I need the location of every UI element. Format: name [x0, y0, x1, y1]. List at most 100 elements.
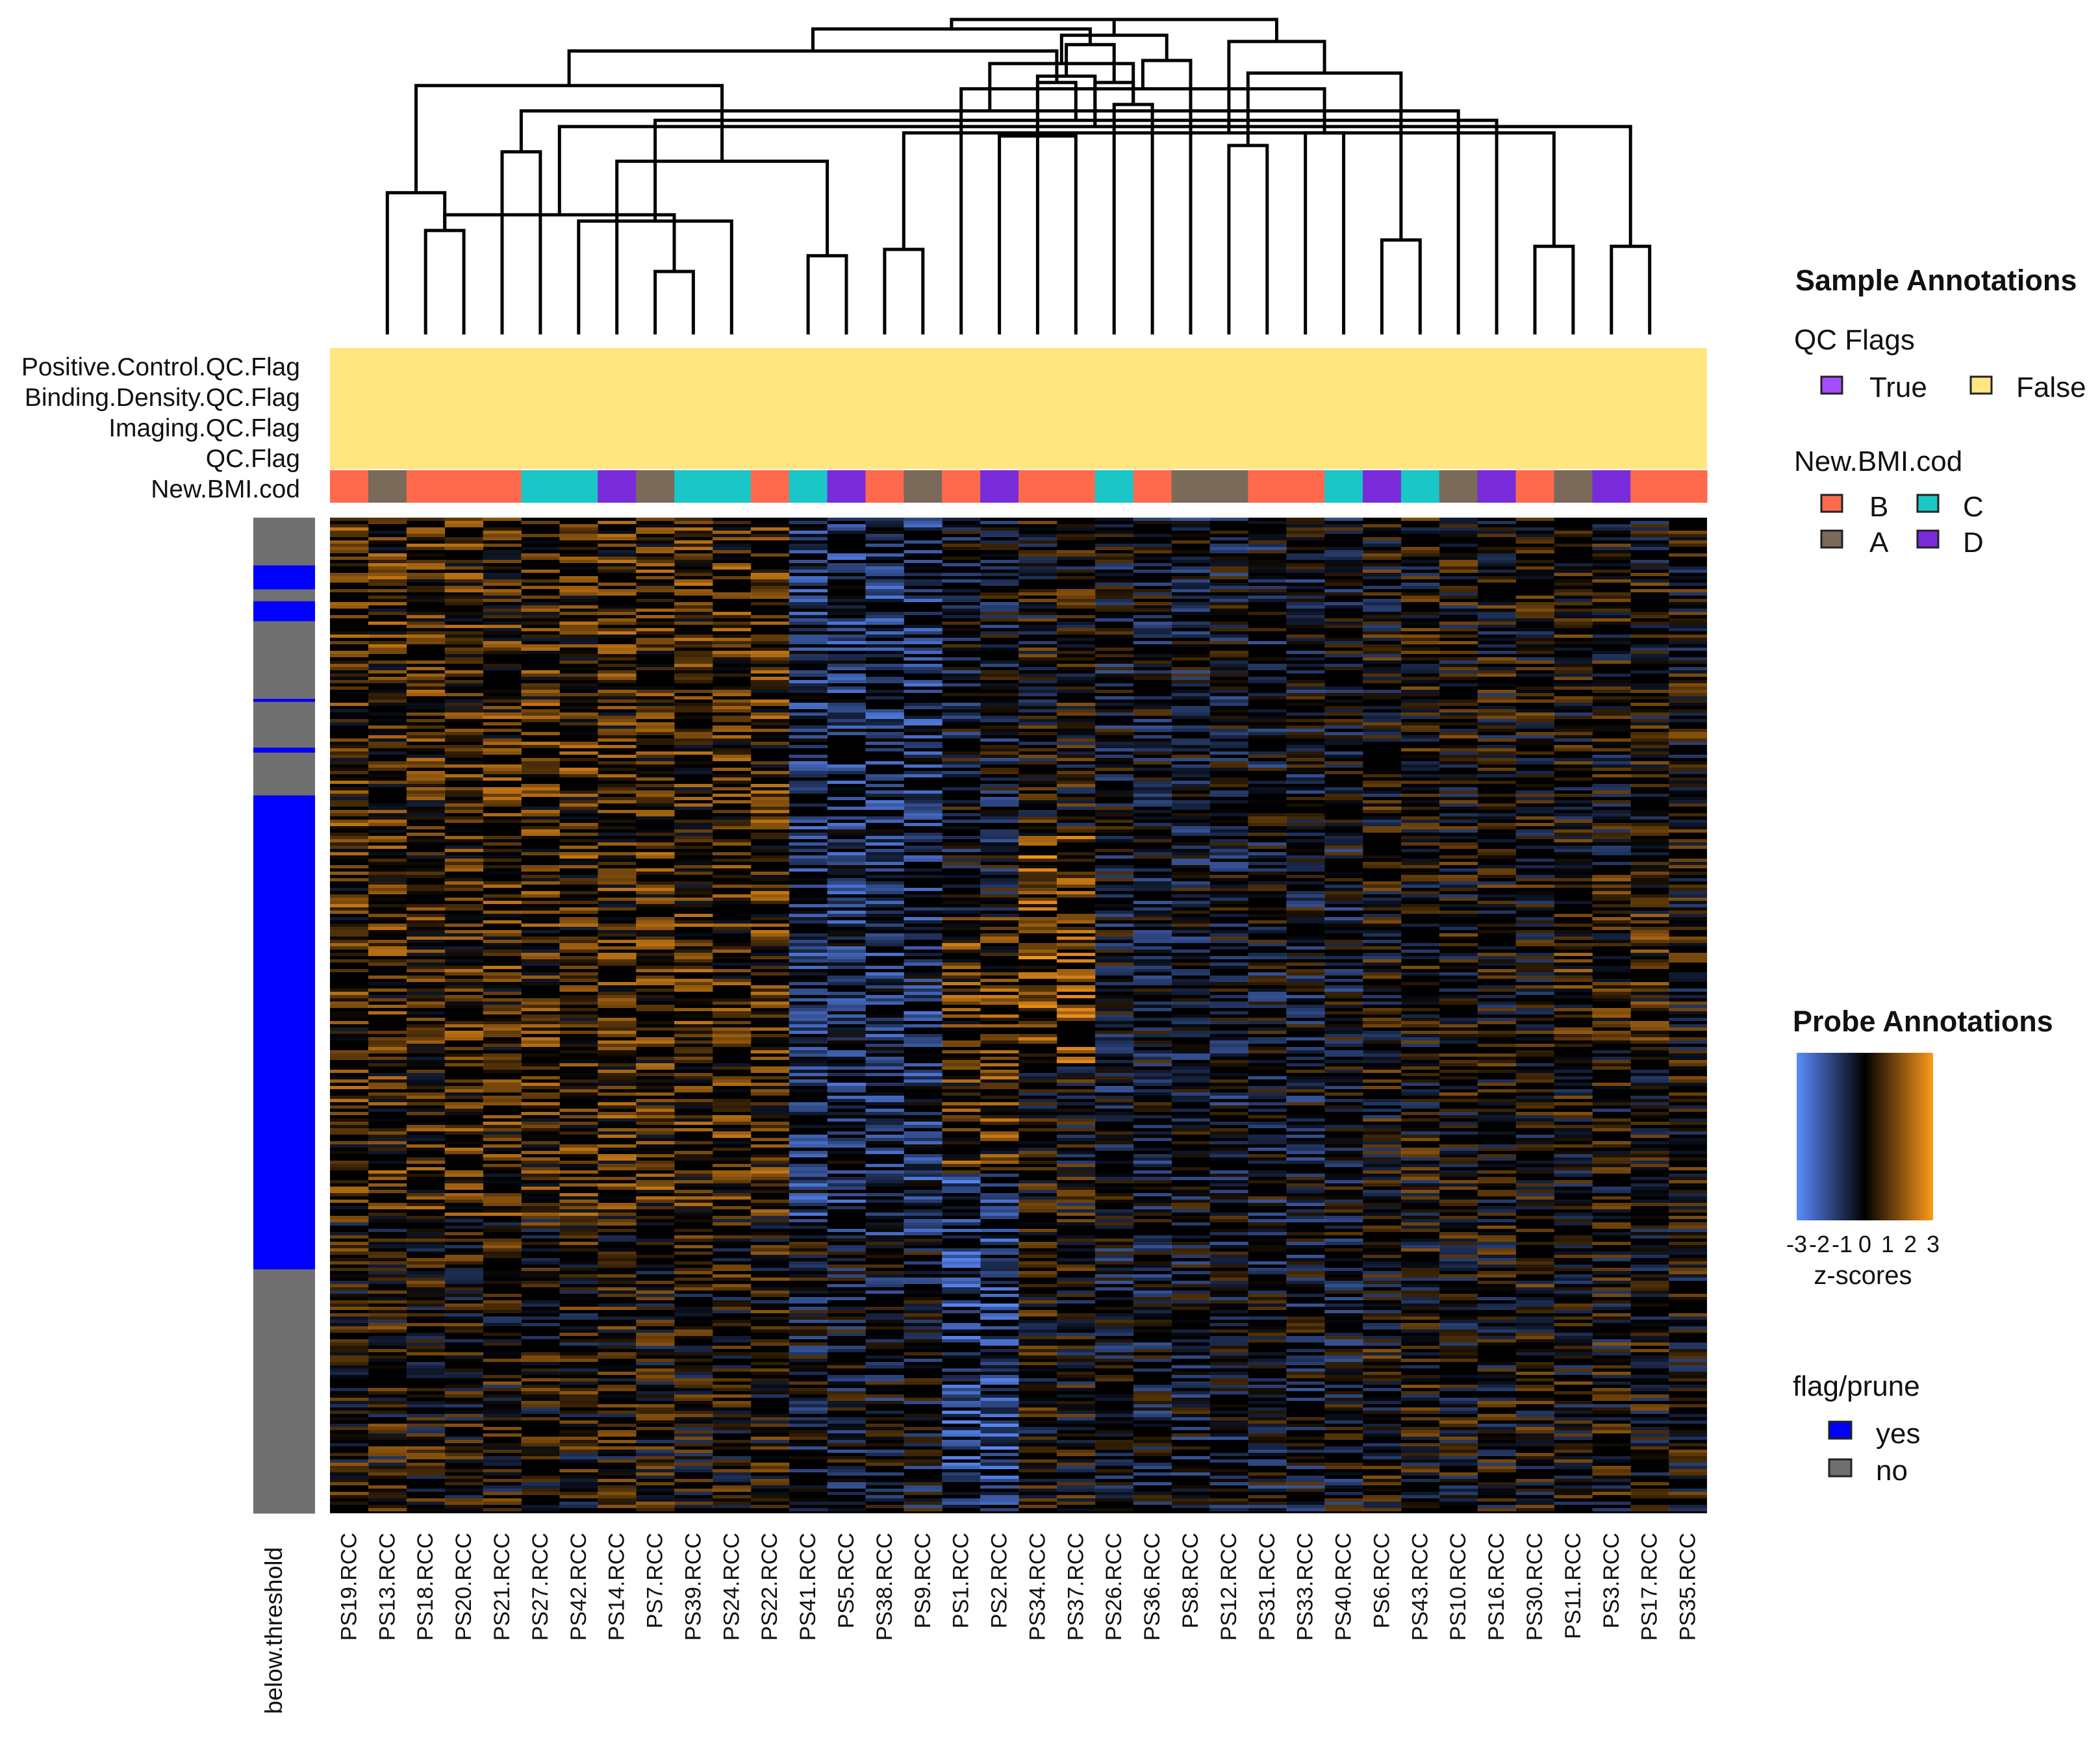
heatmap-cell [368, 1307, 407, 1310]
heatmap-cell [712, 969, 752, 972]
heatmap-cell [750, 1001, 790, 1005]
heatmap-cell [904, 1307, 942, 1310]
heatmap-cell [1133, 950, 1172, 953]
heatmap-cell [1018, 904, 1057, 907]
heatmap-cell [904, 1479, 942, 1482]
heatmap-cell [1094, 1219, 1134, 1222]
heatmap-cell [827, 1482, 866, 1485]
heatmap-cell [559, 1378, 598, 1381]
heatmap-cell [1248, 725, 1287, 729]
heatmap-cell [559, 1001, 598, 1005]
heatmap-cell [559, 816, 598, 820]
heatmap-cell [559, 881, 598, 885]
heatmap-cell [636, 803, 675, 807]
heatmap-cell [904, 1170, 942, 1174]
heatmap-cell [1248, 816, 1287, 820]
heatmap-cell [330, 1388, 369, 1391]
heatmap-cell [942, 1300, 981, 1304]
heatmap-cell [1094, 1365, 1134, 1368]
heatmap-cell [598, 1368, 637, 1372]
heatmap-cell [904, 794, 942, 797]
heatmap-cell [750, 1213, 790, 1216]
heatmap-cell [904, 1492, 942, 1495]
heatmap-cell [904, 816, 942, 820]
heatmap-cell [559, 1021, 598, 1024]
heatmap-cell [942, 1433, 981, 1437]
heatmap-cell [712, 1430, 752, 1433]
heatmap-cell [1056, 829, 1096, 833]
heatmap-cell [368, 1469, 407, 1472]
heatmap-cell [750, 794, 790, 797]
heatmap-cell [865, 1453, 904, 1456]
heatmap-cell [904, 1398, 942, 1401]
heatmap-cell [406, 1092, 446, 1096]
heatmap-cell [1056, 625, 1096, 628]
heatmap-cell [827, 1284, 866, 1287]
heatmap-cell [980, 891, 1019, 894]
heatmap-cell [559, 1248, 598, 1252]
heatmap-cell [521, 693, 560, 696]
heatmap-cell [1056, 602, 1096, 605]
heatmap-cell [789, 615, 828, 618]
heatmap-cell [712, 1128, 752, 1131]
heatmap-cell [598, 1128, 637, 1131]
heatmap-cell [406, 995, 446, 998]
heatmap-cell [789, 602, 828, 605]
heatmap-cell [483, 550, 522, 553]
heatmap-cell [444, 1440, 484, 1443]
bmi-cell [444, 470, 484, 503]
heatmap-cell [483, 1213, 522, 1216]
heatmap-cell [1171, 855, 1210, 859]
heatmap-cell [521, 609, 560, 612]
heatmap-cell [368, 1060, 407, 1063]
heatmap-cell [712, 531, 752, 534]
heatmap-cell [827, 950, 866, 953]
heatmap-cell [1171, 875, 1210, 878]
heatmap-cell [1094, 1268, 1134, 1271]
heatmap-cell [942, 1027, 981, 1031]
heatmap-cell [865, 976, 904, 979]
heatmap-cell [636, 1498, 675, 1502]
heatmap-cell [1018, 566, 1057, 570]
heatmap-cell [406, 1498, 446, 1502]
heatmap-cell [636, 599, 675, 602]
heatmap-cell [789, 1388, 828, 1391]
heatmap-cell [559, 1326, 598, 1329]
heatmap-cell [368, 1398, 407, 1401]
heatmap-cell [827, 764, 866, 768]
heatmap-cell [444, 1372, 484, 1375]
heatmap-cell [559, 875, 598, 878]
heatmap-cell [521, 742, 560, 745]
heatmap-cell [904, 846, 942, 849]
heatmap-cell [1209, 1053, 1248, 1057]
heatmap-cell [1056, 1047, 1096, 1050]
heatmap-cell [1171, 1398, 1210, 1401]
heatmap-cell [1056, 1414, 1096, 1417]
heatmap-cell [444, 1037, 484, 1040]
heatmap-cell [330, 1131, 369, 1135]
heatmap-cell [980, 1200, 1019, 1203]
heatmap-cell [674, 1219, 713, 1222]
heatmap-cell [1056, 534, 1096, 537]
heatmap-cell [483, 638, 522, 641]
heatmap-cell [483, 1027, 522, 1031]
heatmap-cell [368, 1239, 407, 1242]
heatmap-cell [904, 1148, 942, 1151]
heatmap-cell [1171, 1196, 1210, 1200]
heatmap-cell [330, 751, 369, 755]
heatmap-cell [330, 1398, 369, 1401]
heatmap-cell [1056, 777, 1096, 781]
heatmap-cell [444, 1125, 484, 1128]
heatmap-cell [674, 891, 713, 894]
heatmap-cell [865, 1401, 904, 1404]
heatmap-cell [865, 1489, 904, 1492]
heatmap-cell [827, 1469, 866, 1472]
heatmap-cell [636, 933, 675, 937]
heatmap-cell [483, 1089, 522, 1092]
heatmap-cell [712, 898, 752, 901]
heatmap-cell [1171, 1291, 1210, 1294]
bmi-cell [1248, 470, 1287, 503]
heatmap-cell [1056, 1258, 1096, 1261]
heatmap-cell [598, 1047, 637, 1050]
heatmap-cell [1094, 1148, 1134, 1151]
